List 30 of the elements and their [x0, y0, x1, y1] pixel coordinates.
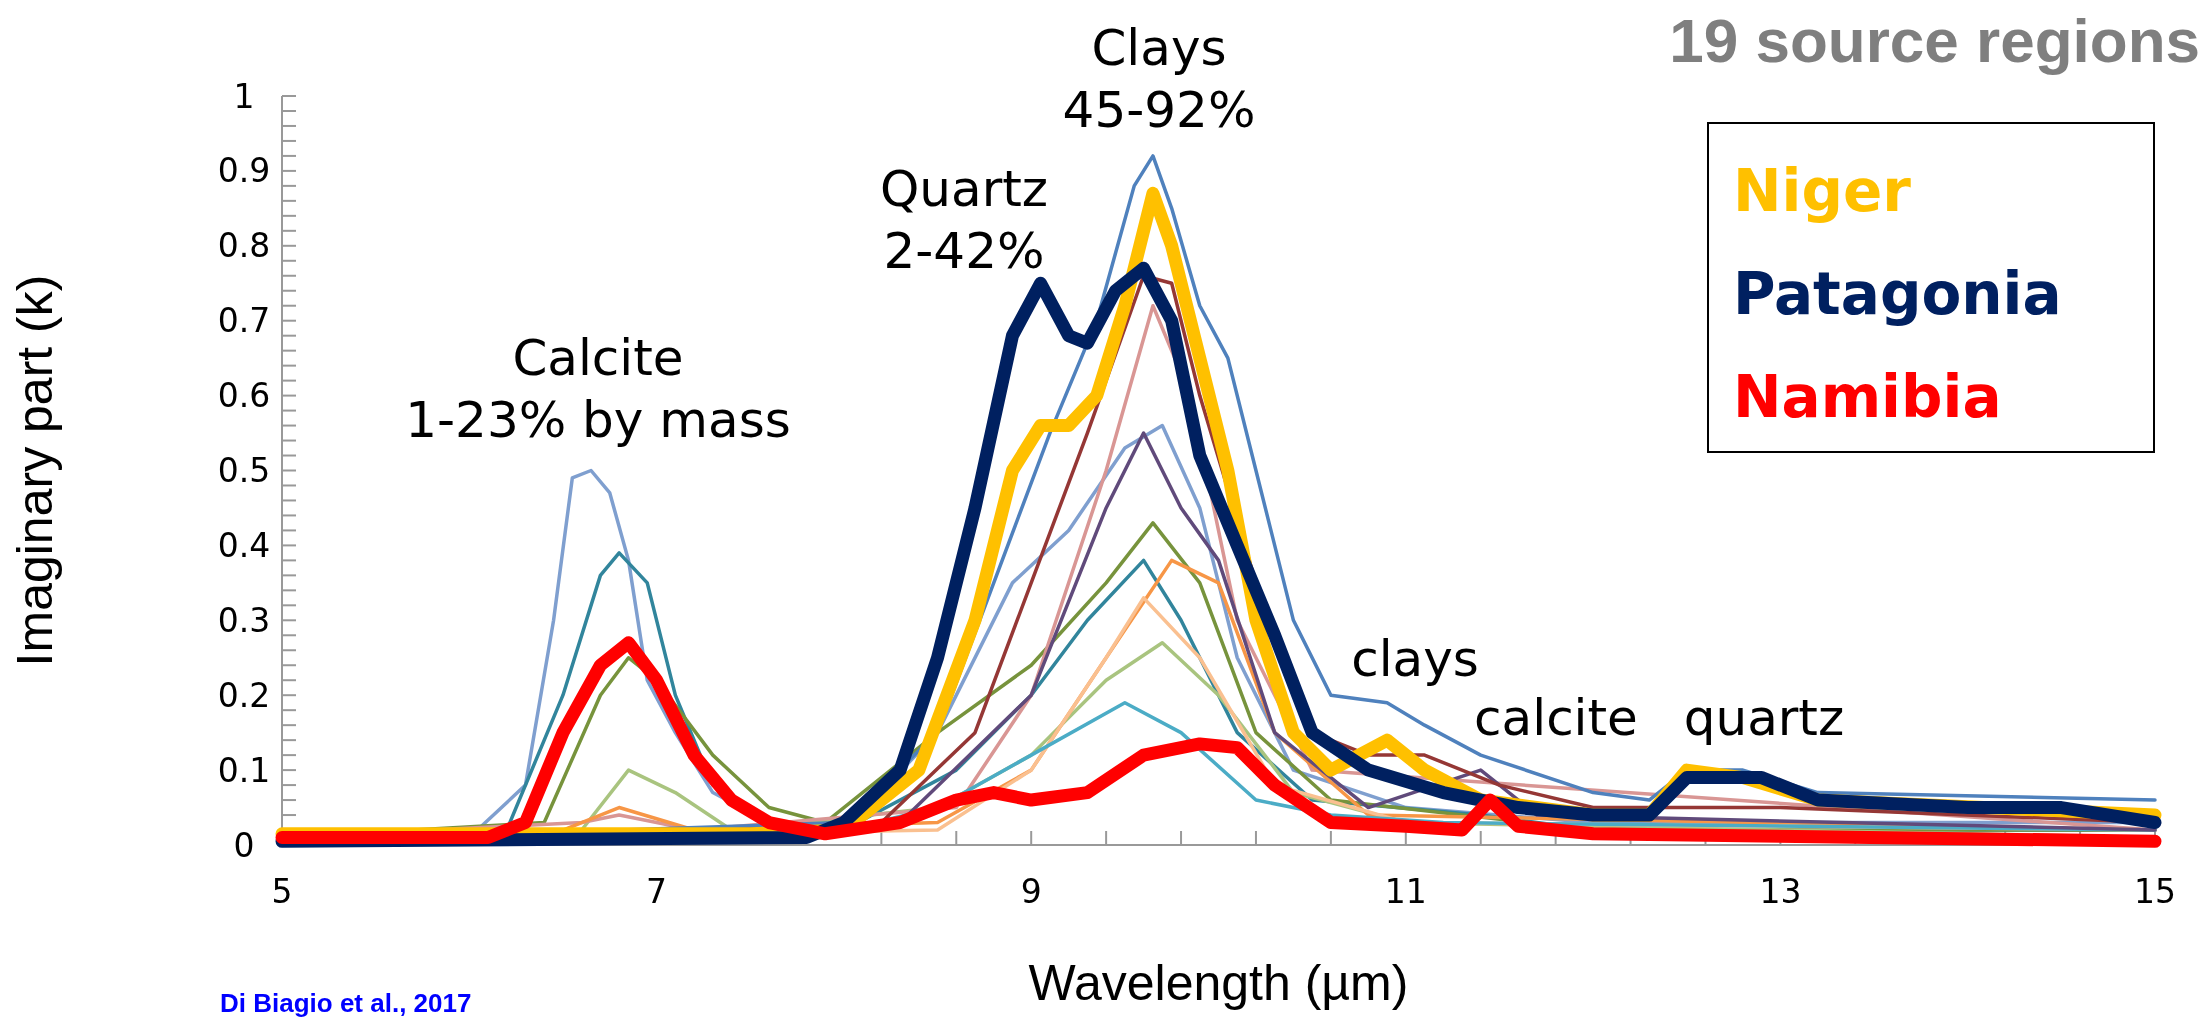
text: Namibia — [1733, 363, 2002, 431]
y-tick-label: 0.2 — [217, 675, 271, 715]
annotation: calcite — [1474, 689, 1638, 747]
x-tick-label: 13 — [1759, 872, 1802, 911]
y-tick-label: 0.4 — [217, 525, 271, 565]
text: Niger — [1733, 157, 1912, 225]
y-tick-label: 0.9 — [217, 151, 271, 191]
y-tick-label: 1 — [233, 76, 255, 116]
x-tick-label: 11 — [1384, 872, 1427, 911]
y-tick-label: 0.3 — [217, 600, 271, 640]
x-axis-title: Wavelength (µm) — [1028, 955, 1409, 1011]
text: Patagonia — [1733, 260, 2062, 328]
annotation: Clays 45-92% — [1062, 19, 1256, 139]
x-tick-label: 7 — [646, 872, 668, 911]
y-tick-label: 0.6 — [217, 376, 271, 416]
annotation: Quartz 2-42% — [879, 160, 1049, 280]
y-tick-label: 0.5 — [217, 451, 271, 491]
x-tick-label: 9 — [1020, 872, 1042, 911]
x-tick-label: 5 — [271, 872, 293, 911]
y-tick-label: 0 — [233, 825, 255, 865]
y-tick-label: 0.1 — [217, 750, 271, 790]
chart-title: 19 source regions — [1669, 6, 2200, 75]
annotation: clays — [1351, 630, 1479, 688]
y-axis-title: Imaginary part (k) — [7, 274, 63, 667]
annotation: quartz — [1683, 689, 1845, 747]
y-tick-label: 0.8 — [217, 226, 271, 266]
x-tick-label: 15 — [2134, 872, 2176, 911]
annotation: Calcite 1-23% by mass — [405, 329, 791, 449]
y-tick-label: 0.7 — [217, 301, 271, 341]
text: Di Biagio et al., 2017 — [220, 988, 472, 1018]
